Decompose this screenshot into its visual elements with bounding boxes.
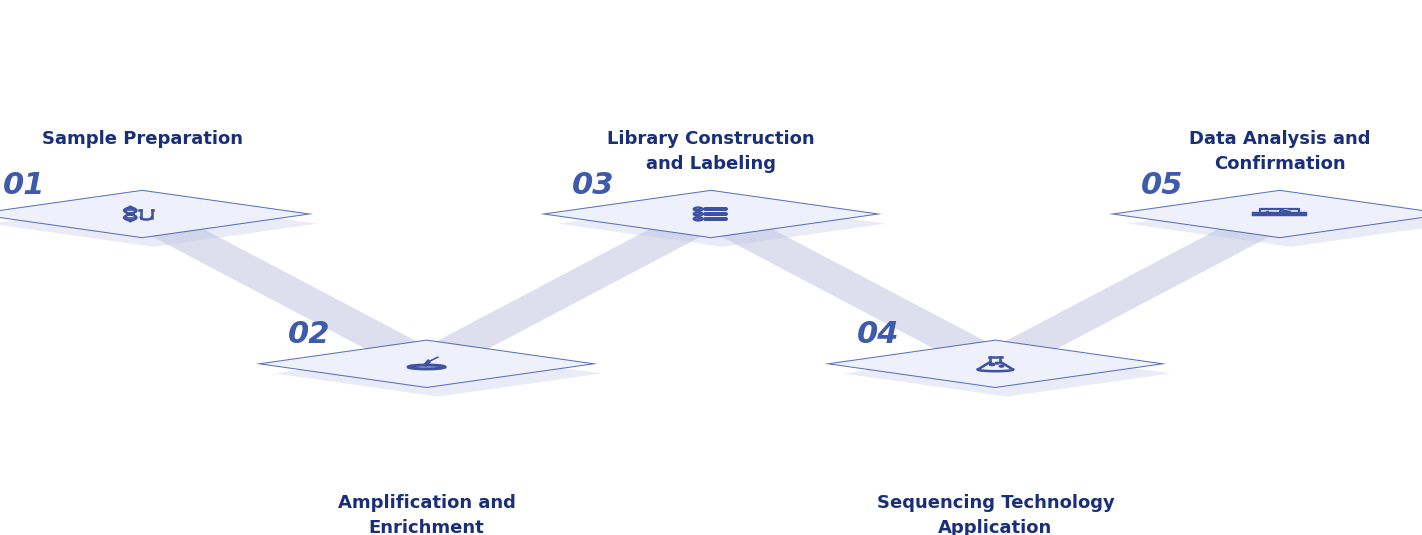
Text: 04: 04 [856, 320, 899, 349]
Text: Sample Preparation: Sample Preparation [41, 130, 243, 148]
Text: 05: 05 [1140, 171, 1183, 200]
Polygon shape [1109, 190, 1422, 238]
Ellipse shape [425, 365, 427, 366]
Polygon shape [263, 341, 590, 387]
Text: Library Construction
and Labeling: Library Construction and Labeling [607, 130, 815, 173]
Polygon shape [547, 191, 875, 237]
Polygon shape [0, 190, 313, 238]
Polygon shape [256, 340, 597, 388]
Polygon shape [559, 201, 886, 247]
Text: 01: 01 [3, 171, 46, 200]
Polygon shape [1128, 201, 1422, 247]
Text: 03: 03 [572, 171, 614, 200]
Bar [1263, 212, 1266, 214]
Wedge shape [1283, 210, 1290, 211]
Polygon shape [0, 201, 317, 247]
Polygon shape [427, 356, 439, 362]
Text: Data Analysis and
Confirmation: Data Analysis and Confirmation [1189, 130, 1371, 173]
Polygon shape [0, 191, 306, 237]
Polygon shape [540, 190, 882, 238]
Text: Amplification and
Enrichment: Amplification and Enrichment [337, 494, 516, 535]
Text: Sequencing Technology
Application: Sequencing Technology Application [876, 494, 1115, 535]
Polygon shape [832, 341, 1159, 387]
Polygon shape [843, 350, 1170, 396]
Bar [1270, 212, 1271, 214]
Polygon shape [1116, 191, 1422, 237]
Polygon shape [825, 340, 1166, 388]
Polygon shape [274, 350, 602, 396]
Bar [1266, 211, 1268, 214]
Text: 02: 02 [287, 320, 330, 349]
